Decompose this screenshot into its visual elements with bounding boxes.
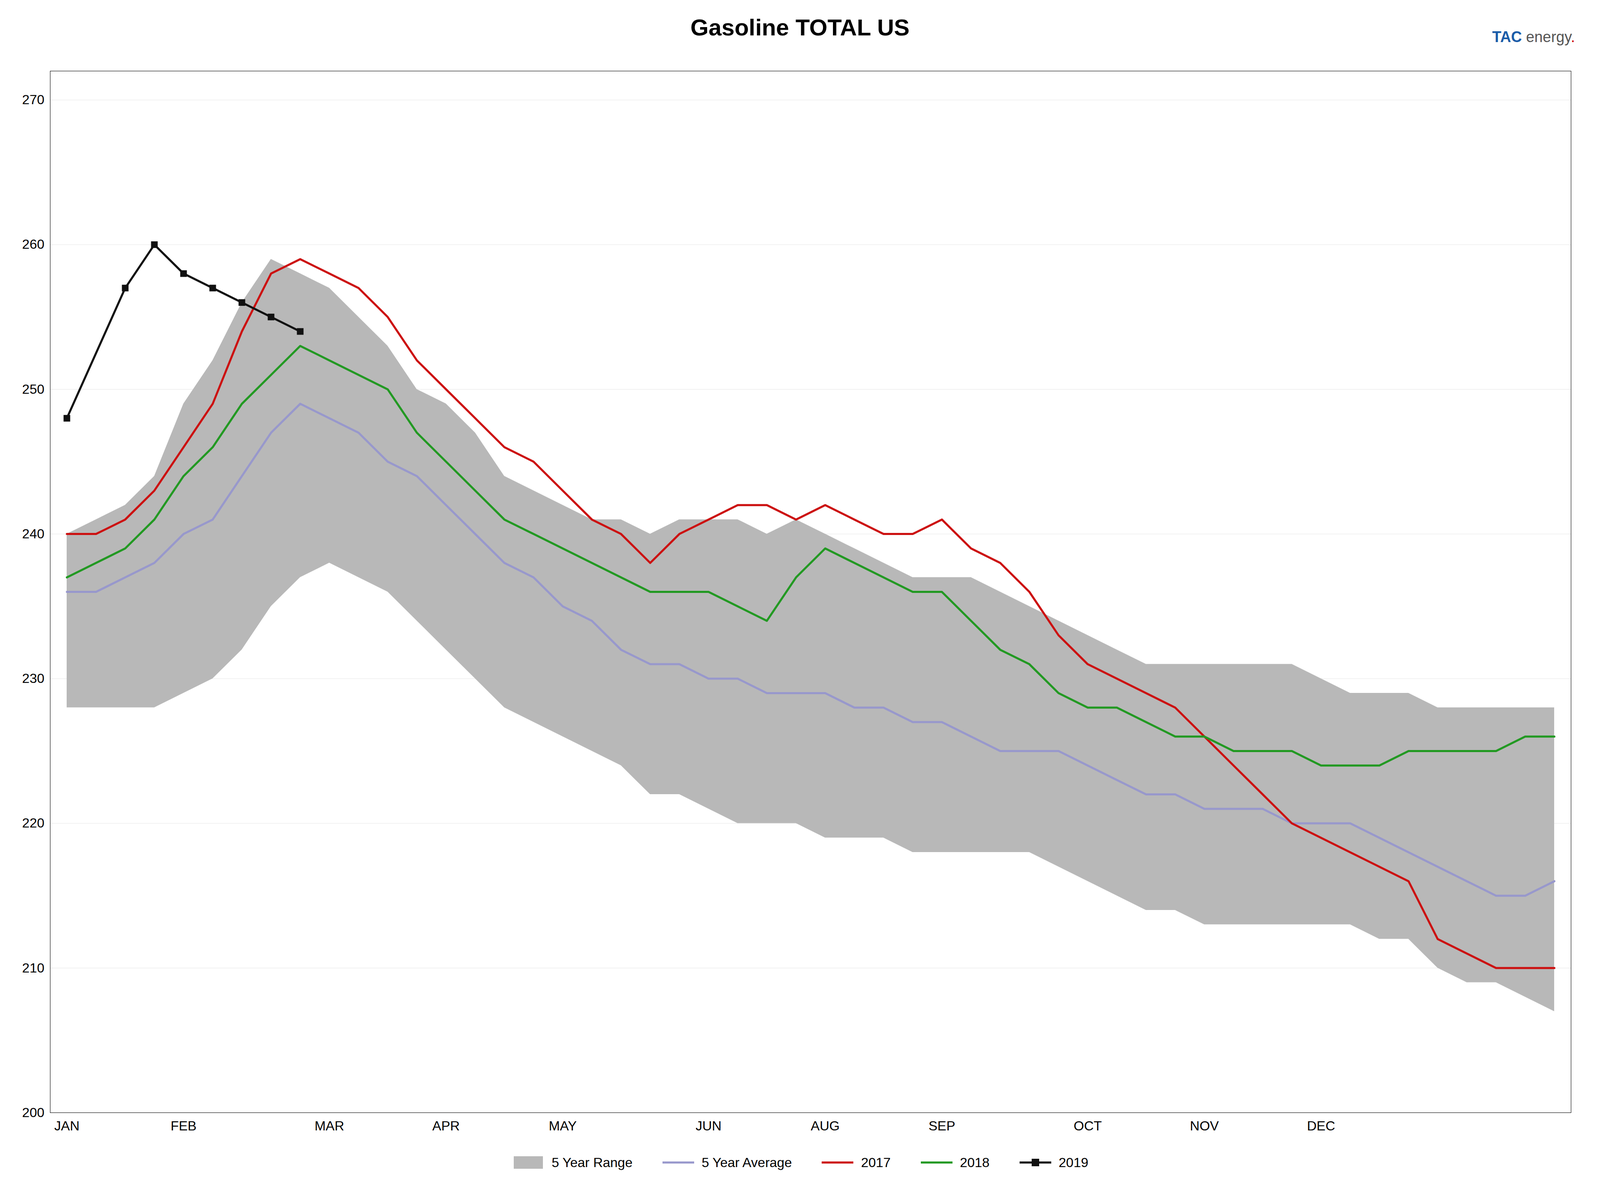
svg-text:240: 240 [22,526,45,542]
html-text:5 Year Range: 5 Year Range [551,1154,633,1170]
svg-text:DEC: DEC [1307,1118,1336,1134]
svg-text:JAN: JAN [54,1118,80,1134]
svg-text:230: 230 [22,670,45,686]
html-text:Gasoline TOTAL US: Gasoline TOTAL US [690,13,910,41]
svg-text:MAR: MAR [314,1118,345,1134]
svg-text:SEP: SEP [928,1118,955,1134]
svg-text:FEB: FEB [170,1118,197,1134]
svg-text:APR: APR [432,1118,460,1134]
svg-text:AUG: AUG [810,1118,840,1134]
html-text:2018: 2018 [959,1154,990,1170]
svg-text:270: 270 [22,92,45,108]
svg-text:JUN: JUN [695,1118,722,1134]
svg-text:MAY: MAY [548,1118,577,1134]
svg-text:210: 210 [22,960,45,976]
svg-text:220: 220 [22,815,45,831]
html-text:2019: 2019 [1058,1154,1089,1170]
svg-text:NOV: NOV [1190,1118,1220,1134]
svg-text:OCT: OCT [1073,1118,1103,1134]
svg-text:200: 200 [22,1105,45,1120]
svg-text:260: 260 [22,236,45,252]
html-text:TAC energy.: TAC energy. [1492,28,1575,46]
html-text:2017: 2017 [861,1154,891,1170]
html-text:5 Year Average: 5 Year Average [701,1154,792,1170]
svg-text:250: 250 [22,381,45,397]
